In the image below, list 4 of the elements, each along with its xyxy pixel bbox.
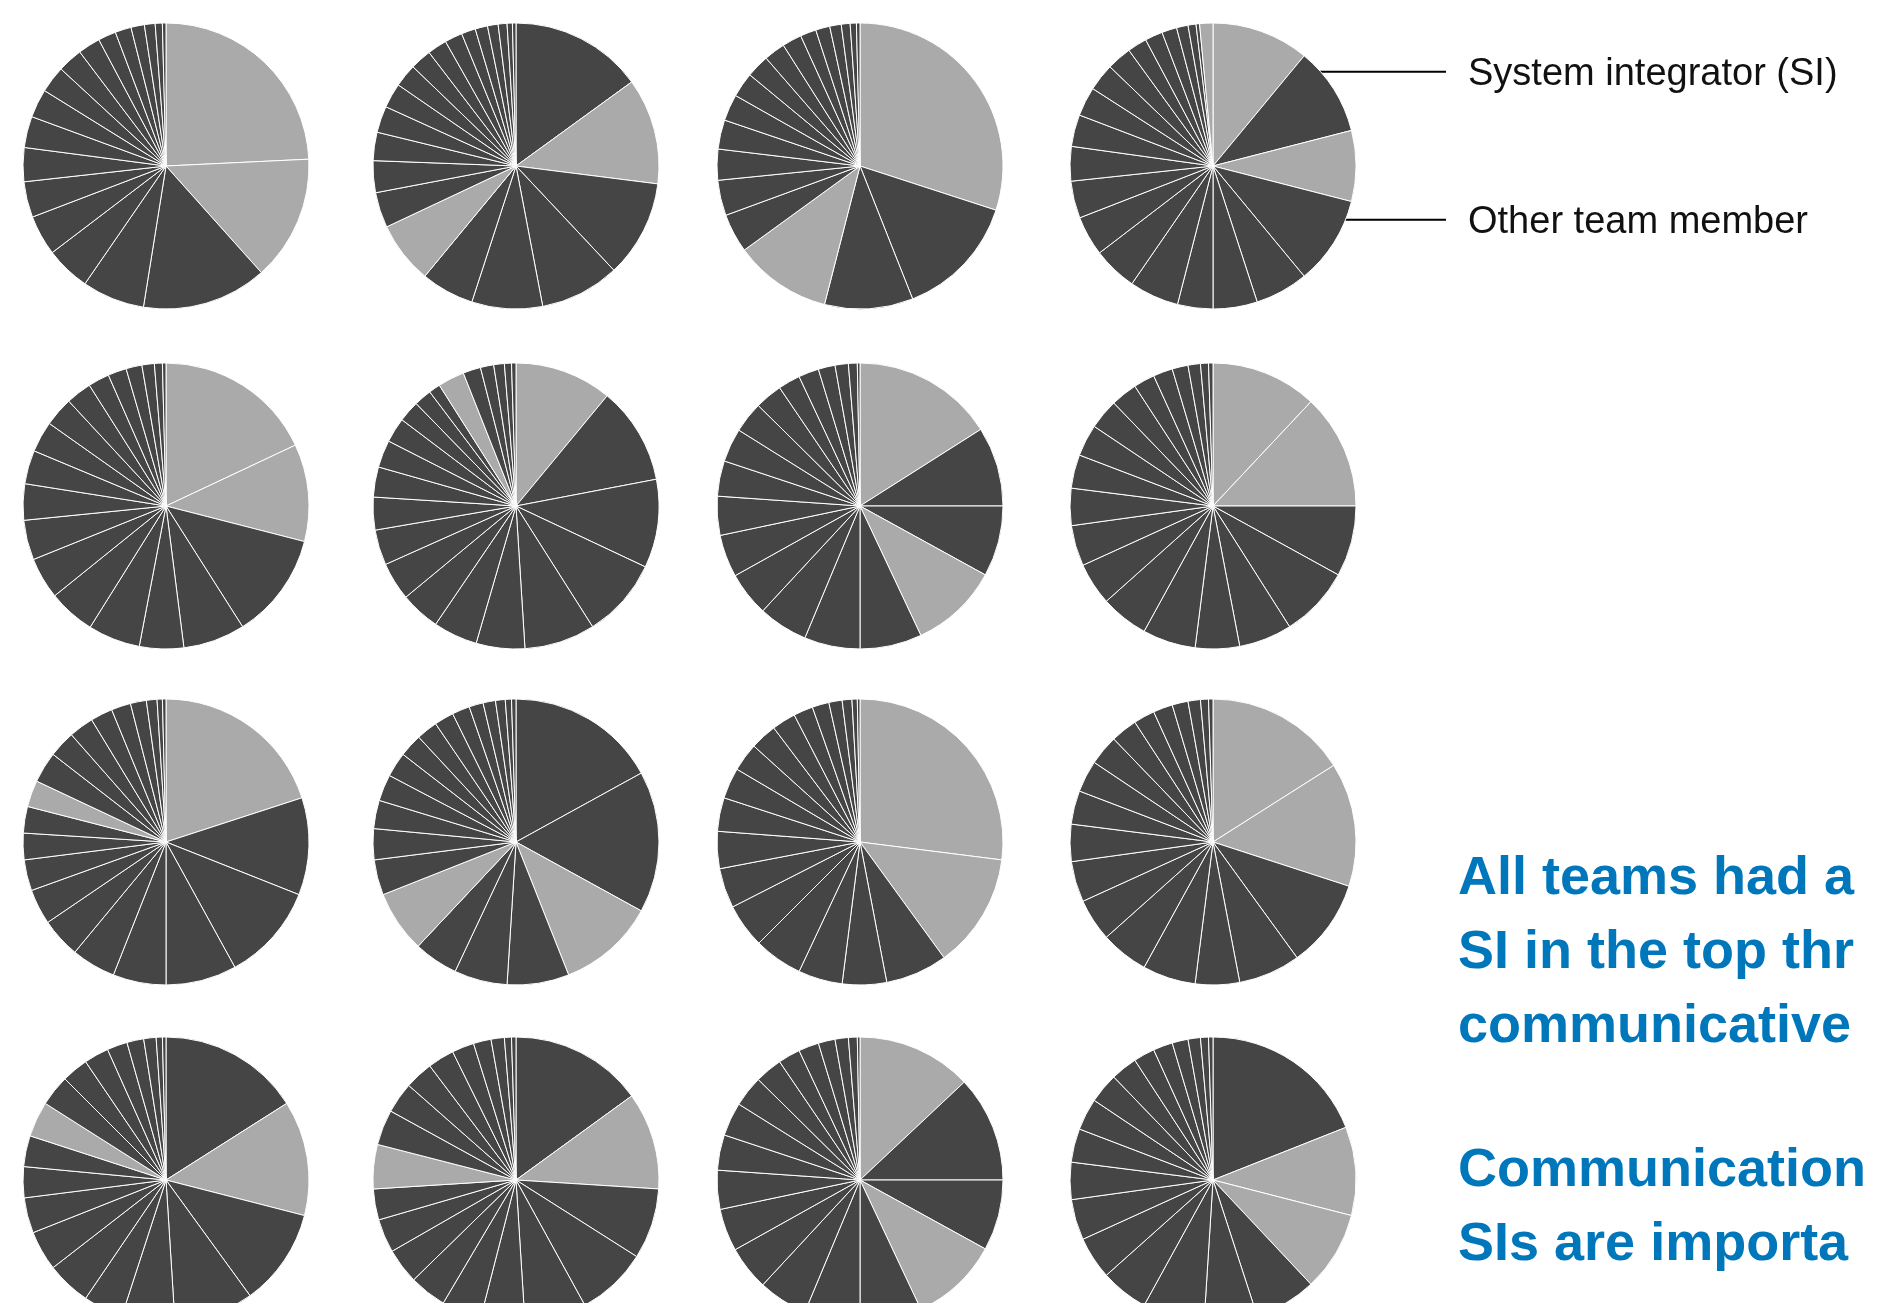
text: All teams had a SI in the top thr communicative (1458, 844, 1856, 1055)
text: Communication SIs are importa (1458, 1136, 1867, 1273)
slice-label: System integrator (SI) (1468, 50, 1838, 93)
slice-label: Other team member (1468, 198, 1809, 241)
